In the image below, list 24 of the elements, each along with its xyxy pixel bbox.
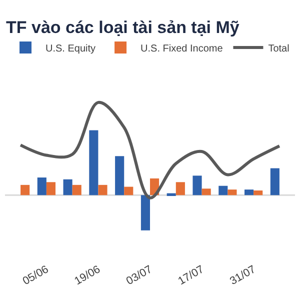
bar [202,188,211,196]
bar [218,186,228,196]
bar [228,190,237,196]
legend-label: U.S. Equity [46,43,96,54]
bar [46,182,56,196]
legend-label: Total [268,43,290,54]
bar [72,184,82,196]
bar [254,190,263,196]
bar [270,168,280,196]
bar [37,178,46,196]
bar [166,193,176,196]
legend-label: U.S. Fixed Income [140,43,224,54]
chart-title: TF vào các loại tài sản tại Mỹ [6,18,240,37]
bar [115,156,124,196]
bar [98,184,108,196]
bar [192,176,202,196]
x-tick-label: 05/06 [20,263,51,288]
bar [89,130,98,196]
bar [244,190,254,196]
bar [20,184,30,196]
bar [176,182,185,196]
bar [140,195,150,230]
bar [63,179,72,196]
bar [124,186,134,196]
